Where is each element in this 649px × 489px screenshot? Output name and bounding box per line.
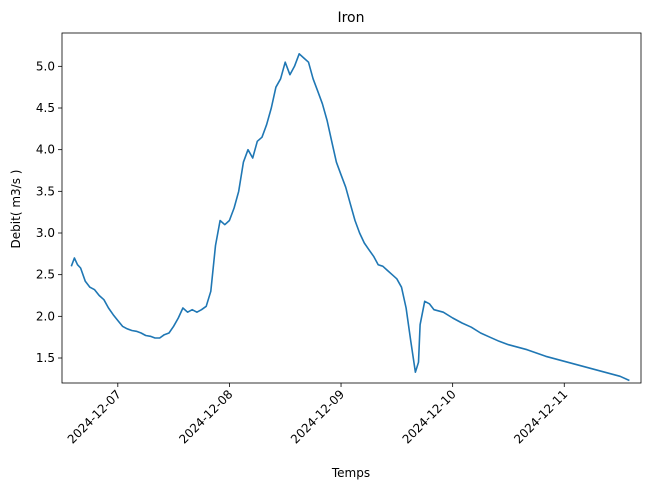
chart-title: Iron — [337, 10, 364, 26]
x-axis-title: Temps — [331, 466, 370, 480]
y-tick-label: 3.0 — [36, 226, 55, 240]
y-tick-label: 3.5 — [36, 184, 55, 198]
y-tick-label: 4.0 — [36, 143, 55, 157]
y-axis: 1.5 2.0 2.5 3.0 3.5 4.0 4.5 5.0 — [36, 59, 62, 365]
y-tick-label: 5.0 — [36, 59, 55, 73]
axes-frame — [61, 32, 642, 384]
y-tick-label: 2.0 — [36, 309, 55, 323]
y-axis-title: Debit( m3/s ) — [9, 170, 23, 249]
plot-area — [61, 32, 642, 384]
y-tick-label: 2.5 — [36, 268, 55, 282]
y-tick-label: 1.5 — [36, 351, 55, 365]
series-line-0 — [70, 53, 630, 382]
y-tick-label: 4.5 — [36, 101, 55, 115]
